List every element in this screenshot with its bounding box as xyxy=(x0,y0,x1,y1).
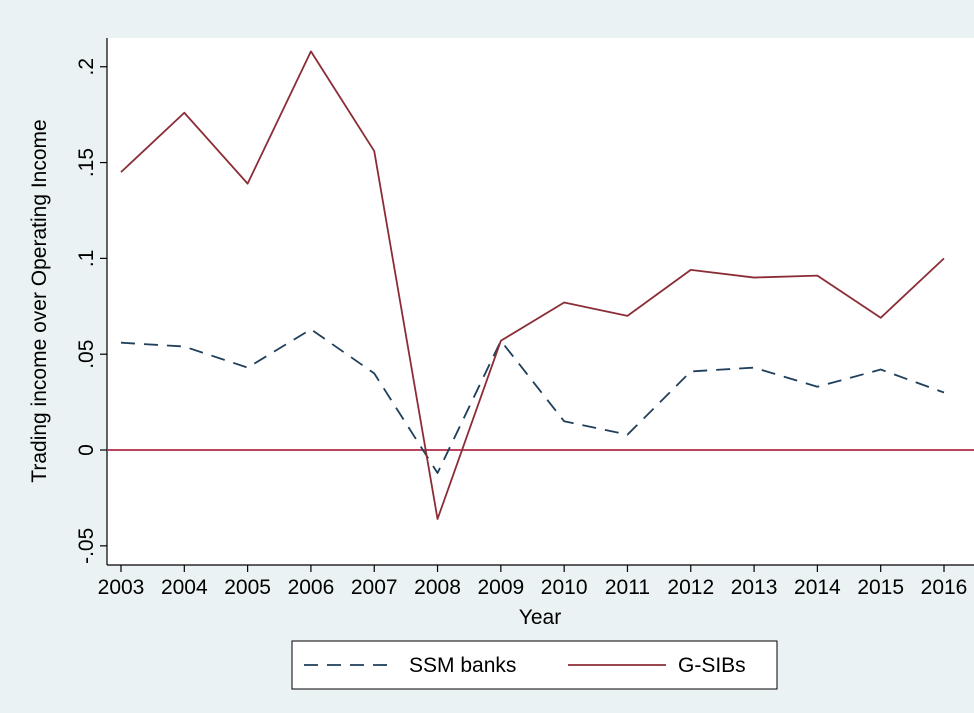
x-tick-label: 2015 xyxy=(857,576,904,599)
x-axis-title: Year xyxy=(519,606,561,629)
x-tick-label: 2010 xyxy=(541,576,588,599)
y-ticks: -.05 0 .05 .1 .15 .2 xyxy=(75,58,107,564)
x-ticks: 2003 2004 2005 2006 2007 2008 2009 2010 2011 2012… xyxy=(98,565,968,599)
x-tick-label: 2004 xyxy=(161,576,208,599)
x-tick-label: 2006 xyxy=(288,576,335,599)
legend-label-ssm-banks: SSM banks xyxy=(409,654,516,677)
series-line-g-sibs xyxy=(120,50,945,520)
x-tick-label: 2003 xyxy=(98,576,145,599)
x-tick-label: 2011 xyxy=(605,576,650,599)
x-tick-label: 2014 xyxy=(794,576,841,599)
y-tick-label: .15 xyxy=(75,148,98,177)
series-layer xyxy=(120,50,945,520)
x-tick-label: 2008 xyxy=(414,576,461,599)
series-line-ssm-banks xyxy=(120,328,945,474)
legend-label-g-sibs: G-SIBs xyxy=(678,654,746,677)
y-tick-label: .2 xyxy=(75,58,98,76)
x-tick-label: 2007 xyxy=(351,576,398,599)
y-tick-label: .1 xyxy=(75,250,98,268)
x-tick-label: 2005 xyxy=(224,576,271,599)
y-tick-label: 0 xyxy=(75,444,98,456)
x-tick-label: 2013 xyxy=(731,576,778,599)
y-tick-label: .05 xyxy=(75,340,98,369)
legend-box xyxy=(291,640,778,690)
x-tick-label: 2012 xyxy=(667,576,714,599)
x-tick-label: 2009 xyxy=(477,576,524,599)
y-tick-label: -.05 xyxy=(75,528,98,564)
y-axis-title: Trading income over Operating Income xyxy=(28,119,51,482)
legend: SSM banks G-SIBs xyxy=(291,640,778,690)
plot-area xyxy=(107,38,974,565)
x-tick-label: 2016 xyxy=(921,576,968,599)
